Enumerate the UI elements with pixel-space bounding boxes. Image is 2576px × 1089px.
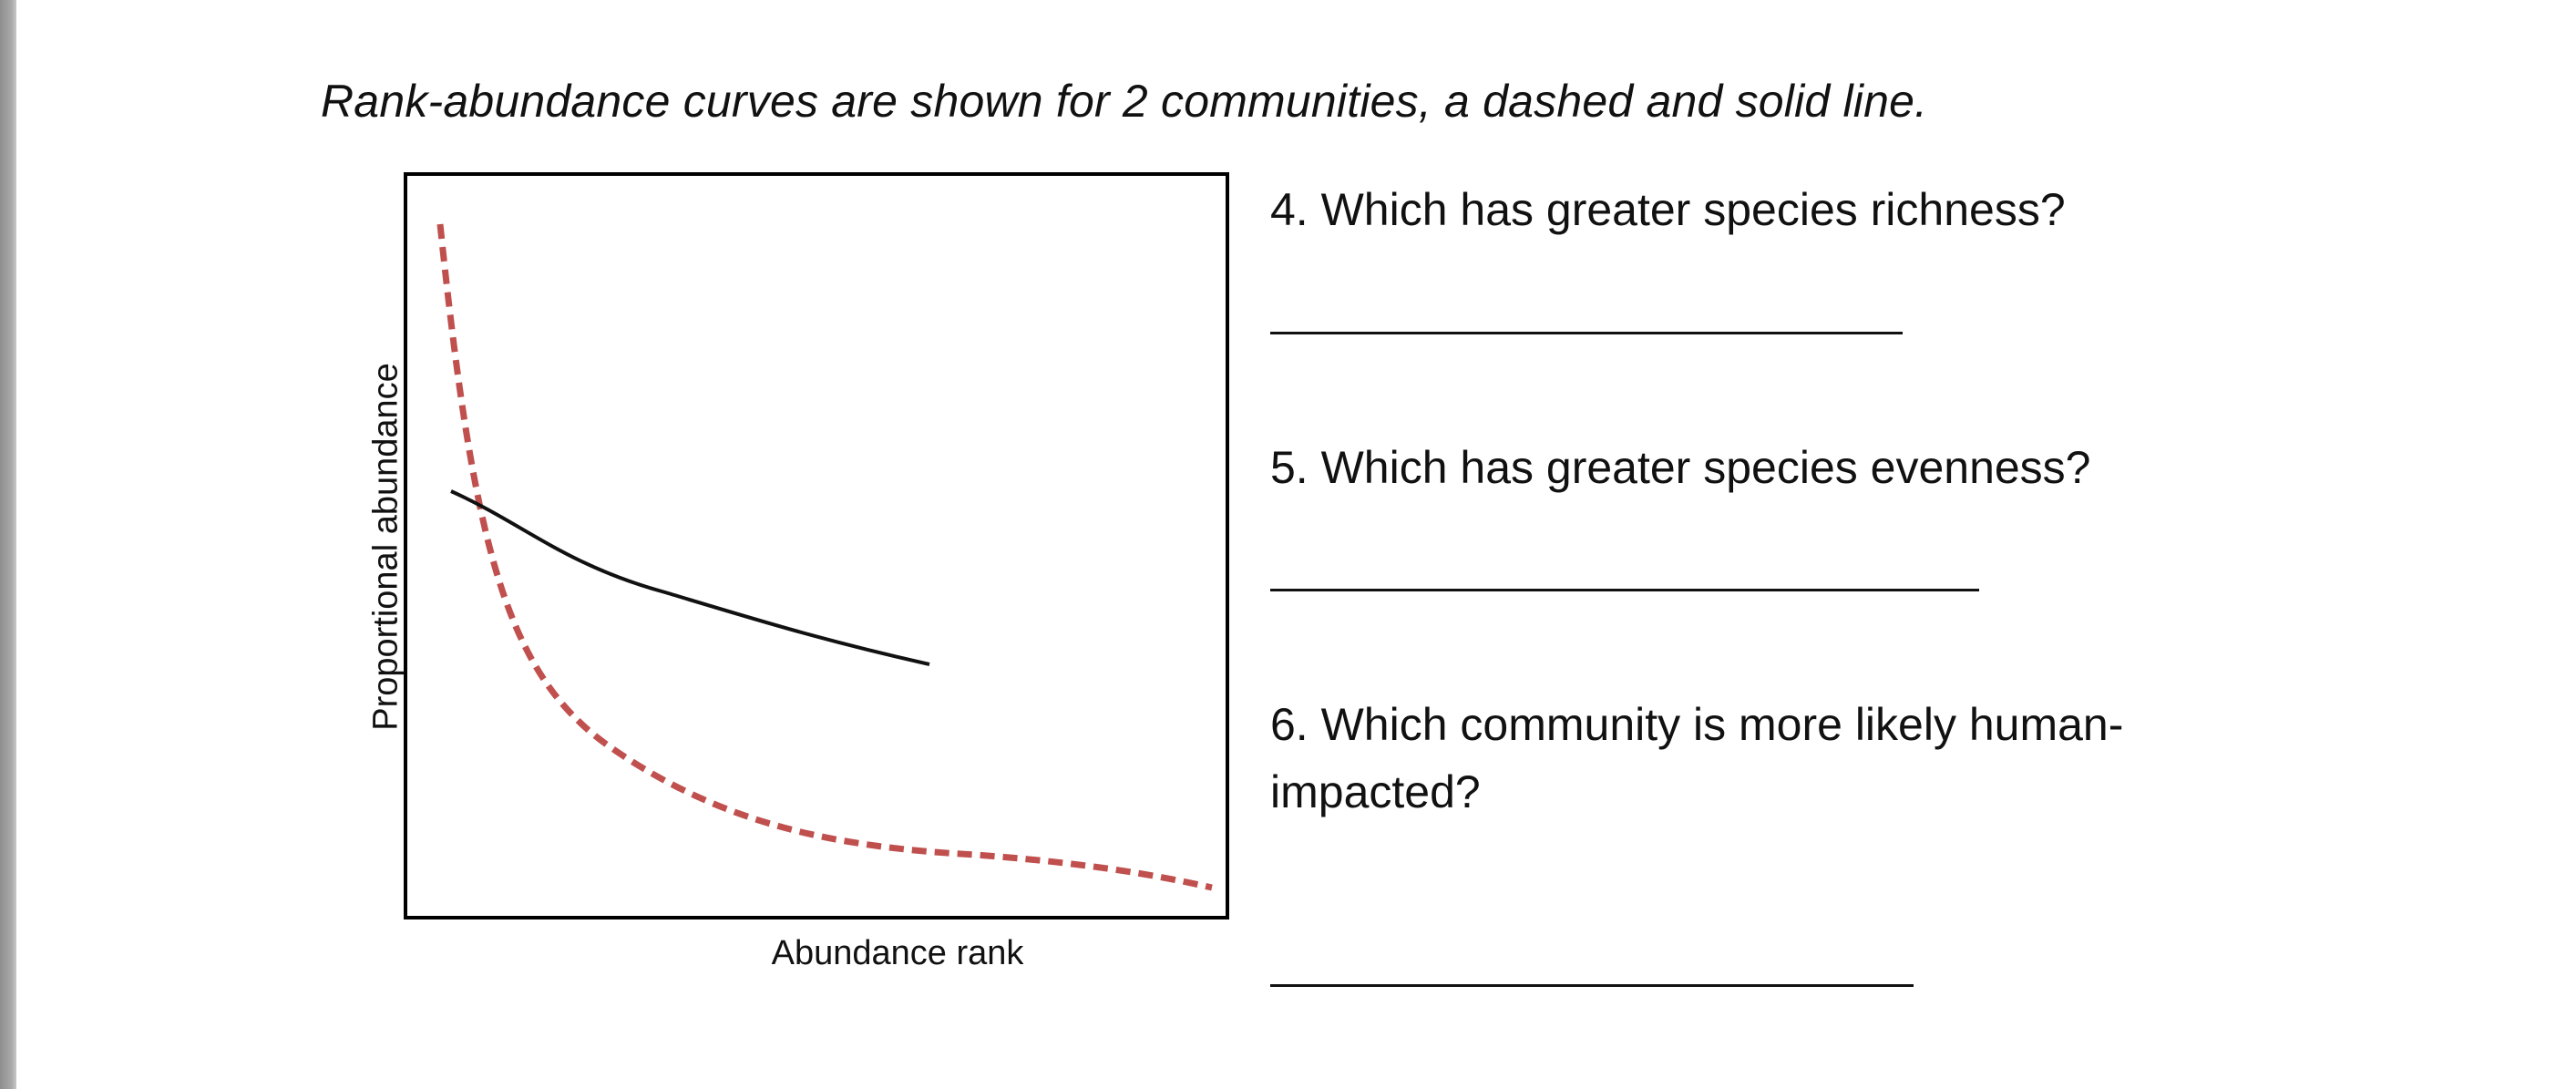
solid-curve	[450, 489, 930, 666]
rank-abundance-figure: Proportional abundance Abundance rank	[337, 164, 1294, 984]
answer-line-4[interactable]	[1270, 332, 1903, 334]
answer-line-5[interactable]	[1270, 589, 1979, 591]
x-axis-label-wrap: Abundance rank	[337, 934, 1294, 973]
question-4: 4. Which has greater species richness?	[1270, 184, 2066, 235]
question-6: 6. Which community is more likely human-…	[1270, 699, 2124, 817]
rank-abundance-svg	[404, 172, 1229, 919]
answer-line-6[interactable]	[1270, 984, 1914, 987]
window-left-edge	[0, 0, 16, 1089]
question-5: 5. Which has greater species evenness?	[1270, 442, 2091, 493]
dashed-curve	[436, 223, 1213, 891]
plot-frame	[404, 172, 1229, 919]
y-axis-label-wrap: Proportional abundance	[337, 164, 405, 731]
x-axis-label: Abundance rank	[771, 934, 1024, 972]
y-axis-label: Proportional abundance	[366, 363, 405, 731]
intro-text: Rank-abundance curves are shown for 2 co…	[321, 76, 1928, 127]
